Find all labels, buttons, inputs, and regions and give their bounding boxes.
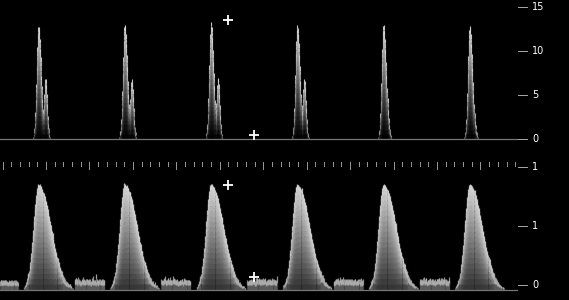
Text: 0: 0 xyxy=(532,134,538,144)
Text: 1: 1 xyxy=(532,163,538,172)
Text: 1: 1 xyxy=(532,221,538,231)
Text: 15: 15 xyxy=(532,2,545,12)
Text: 5: 5 xyxy=(532,90,538,100)
Text: 0: 0 xyxy=(532,280,538,290)
Text: 10: 10 xyxy=(532,46,545,56)
